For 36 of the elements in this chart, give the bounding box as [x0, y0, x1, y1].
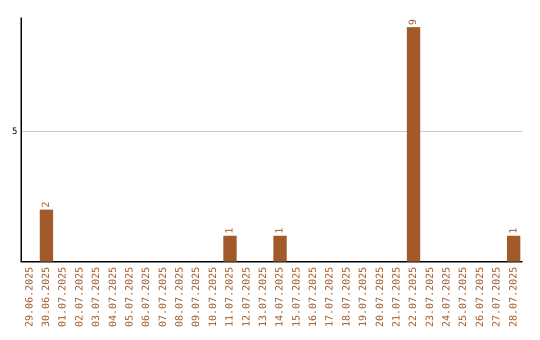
x-tick-label: 26.07.2025 [474, 266, 486, 328]
x-tick-label: 11.07.2025 [224, 266, 236, 328]
data-label: 1 [508, 228, 520, 234]
x-tick-label: 16.07.2025 [308, 266, 320, 328]
x-tick-label: 05.07.2025 [124, 266, 136, 328]
x-tick-label: 27.07.2025 [492, 266, 503, 328]
x-tick-label: 13.07.2025 [258, 266, 269, 328]
x-tick-label: 07.07.2025 [158, 266, 169, 328]
x-tick-label: 28.07.2025 [508, 266, 520, 328]
x-tick-label: 25.07.2025 [458, 266, 470, 328]
x-tick-label: 18.07.2025 [341, 266, 352, 328]
x-tick-label: 21.07.2025 [391, 266, 402, 328]
x-tick-label: 08.07.2025 [174, 266, 186, 328]
x-tick-label: 06.07.2025 [141, 266, 152, 328]
x-tick-label: 19.07.2025 [358, 266, 370, 328]
y-tick-label: 5 [12, 126, 18, 137]
x-tick-label: 22.07.2025 [408, 266, 420, 328]
x-tick-label: 20.07.2025 [374, 266, 386, 328]
x-tick-label: 04.07.2025 [108, 266, 119, 328]
data-label: 1 [274, 228, 286, 234]
x-tick-label: 12.07.2025 [241, 266, 252, 328]
data-label: 1 [224, 228, 236, 234]
x-tick-label: 23.07.2025 [424, 266, 436, 328]
x-tick-label: 09.07.2025 [191, 266, 202, 328]
x-tick-label: 14.07.2025 [274, 266, 286, 328]
x-tick-label: 10.07.2025 [208, 266, 219, 328]
x-tick-label: 02.07.2025 [74, 266, 86, 328]
x-tick-label: 15.07.2025 [291, 266, 302, 328]
x-tick-label: 30.06.2025 [41, 266, 52, 328]
x-tick-label: 29.06.2025 [24, 266, 36, 328]
x-tick-label: 03.07.2025 [91, 266, 102, 328]
data-label: 2 [41, 202, 52, 208]
x-tick-label: 24.07.2025 [442, 266, 453, 328]
data-label: 9 [408, 19, 420, 26]
x-tick-label: 01.07.2025 [58, 266, 69, 328]
x-tick-label: 17.07.2025 [324, 266, 336, 328]
